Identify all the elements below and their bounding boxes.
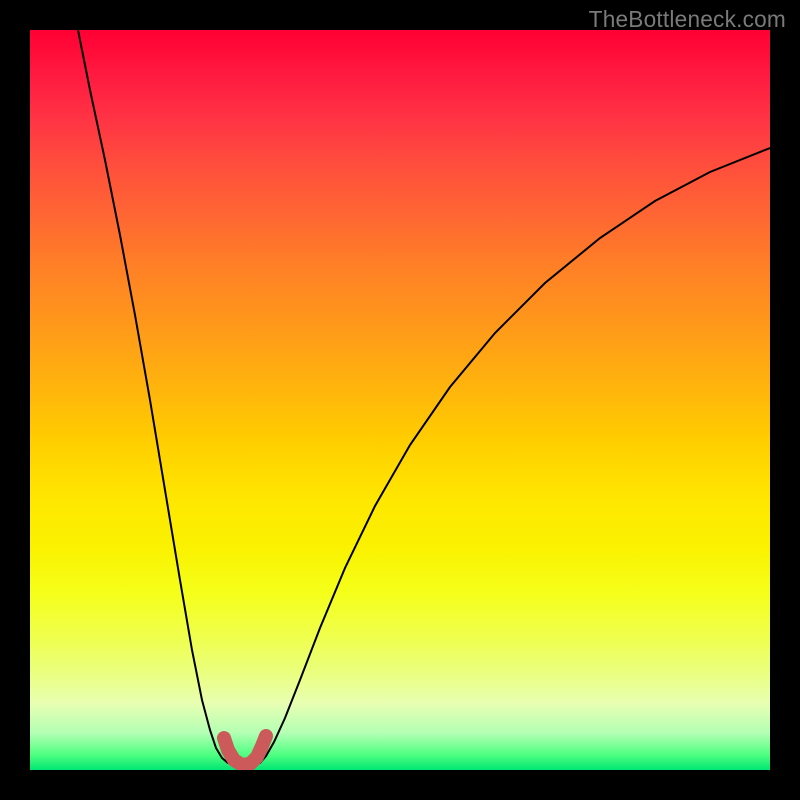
- valley-marker: [224, 736, 266, 765]
- watermark-text: TheBottleneck.com: [589, 6, 786, 33]
- plot-area: [30, 30, 770, 770]
- chart-svg: [30, 30, 770, 770]
- bottleneck-curve: [78, 30, 770, 763]
